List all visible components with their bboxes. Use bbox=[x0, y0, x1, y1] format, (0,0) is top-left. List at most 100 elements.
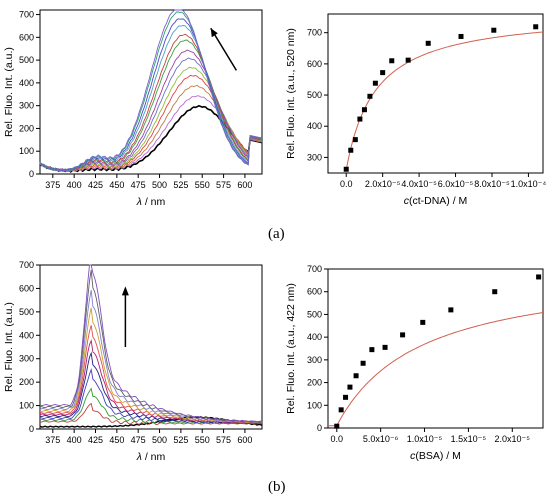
x-tick-label: 475 bbox=[131, 180, 146, 190]
x-tick-label: 600 bbox=[237, 180, 252, 190]
spectrum-line bbox=[39, 49, 263, 172]
data-point bbox=[492, 289, 498, 295]
data-point bbox=[458, 33, 464, 39]
x-tick-label: 475 bbox=[131, 435, 146, 445]
y-tick-label: 400 bbox=[19, 78, 34, 88]
data-point bbox=[420, 319, 426, 325]
x-axis-label: c(BSA) / M bbox=[410, 450, 461, 462]
data-point bbox=[361, 107, 367, 113]
data-point bbox=[360, 360, 366, 366]
data-point bbox=[372, 80, 378, 86]
data-point bbox=[352, 137, 358, 143]
y-tick-label: 100 bbox=[19, 146, 34, 156]
y-tick-label: 700 bbox=[307, 264, 322, 274]
y-tick-label: 600 bbox=[307, 59, 322, 69]
x-tick-label: 1.5x10⁻⁵ bbox=[451, 434, 487, 444]
data-point bbox=[536, 274, 542, 280]
chart-a-spectra: 375 400 425 450 475 500 525 550 575 600 0 100 200 300… bbox=[3, 9, 263, 208]
spectrum-line bbox=[39, 104, 263, 173]
fit-curve bbox=[328, 312, 544, 427]
x-tick-label: 575 bbox=[216, 180, 231, 190]
x-tick-label: 525 bbox=[173, 435, 188, 445]
y-tick-label: 300 bbox=[307, 355, 322, 365]
y-axis-label: Rel. Fluo. Int. (a.u.) bbox=[3, 302, 15, 392]
panel-label-a: (a) bbox=[268, 226, 285, 242]
plot-frame bbox=[327, 13, 544, 174]
x-tick-label: 1.0x10⁻⁴ bbox=[511, 179, 547, 189]
x-axis-label: λ / nm bbox=[136, 196, 166, 208]
y-tick-label: 600 bbox=[19, 32, 34, 42]
x-tick-label: 5.0x10⁻⁶ bbox=[363, 434, 399, 444]
data-point bbox=[491, 27, 497, 33]
y-tick-label: 500 bbox=[307, 90, 322, 100]
x-tick-label: 1.0x10⁻⁵ bbox=[407, 434, 443, 444]
x-tick-label: 6.0x10⁻⁵ bbox=[438, 179, 474, 189]
data-point bbox=[353, 373, 359, 379]
trend-arrow bbox=[210, 27, 238, 71]
spectrum-line bbox=[39, 264, 263, 423]
data-point bbox=[348, 147, 354, 153]
y-tick-label: 200 bbox=[19, 123, 34, 133]
x-tick-label: 8.0x10⁻⁵ bbox=[474, 179, 510, 189]
x-tick-label: 450 bbox=[109, 435, 124, 445]
spectrum-line bbox=[39, 39, 263, 172]
y-tick-label: 0 bbox=[29, 424, 34, 434]
y-tick-label: 600 bbox=[307, 287, 322, 297]
plot-frame bbox=[39, 264, 263, 430]
data-point bbox=[448, 307, 454, 313]
x-tick-label: 500 bbox=[152, 180, 167, 190]
data-point bbox=[389, 58, 395, 64]
y-tick-label: 700 bbox=[307, 28, 322, 38]
x-tick-label: 375 bbox=[45, 435, 60, 445]
trend-arrow-head bbox=[210, 28, 218, 38]
x-tick-label: 550 bbox=[195, 435, 210, 445]
spectrum-line bbox=[39, 24, 263, 172]
y-tick-label: 300 bbox=[19, 101, 34, 111]
data-point bbox=[343, 394, 349, 400]
y-tick-label: 300 bbox=[19, 354, 34, 364]
data-point bbox=[369, 347, 375, 353]
y-axis-label: Rel. Fluo. Int. (a.u., 422 nm) bbox=[285, 283, 297, 414]
data-point bbox=[425, 40, 431, 46]
y-tick-label: 400 bbox=[307, 332, 322, 342]
spectrum-line bbox=[39, 368, 263, 425]
y-tick-label: 200 bbox=[307, 378, 322, 388]
x-tick-label: 575 bbox=[216, 435, 231, 445]
plot-frame bbox=[327, 268, 544, 429]
x-tick-label: 400 bbox=[67, 180, 82, 190]
x-tick-label: 450 bbox=[109, 180, 124, 190]
y-tick-label: 100 bbox=[19, 401, 34, 411]
data-point bbox=[334, 423, 340, 429]
fit-curve bbox=[345, 31, 544, 170]
data-point bbox=[382, 344, 388, 350]
y-tick-label: 700 bbox=[19, 10, 34, 20]
y-tick-label: 300 bbox=[307, 152, 322, 162]
y-tick-label: 100 bbox=[307, 400, 322, 410]
data-point bbox=[343, 166, 349, 172]
data-point bbox=[357, 116, 363, 122]
spectrum-line bbox=[39, 33, 263, 172]
data-point bbox=[400, 332, 406, 338]
x-tick-label: 425 bbox=[88, 180, 103, 190]
data-point bbox=[338, 407, 344, 413]
x-tick-label: 425 bbox=[88, 435, 103, 445]
trend-arrow-head bbox=[121, 286, 129, 296]
y-tick-label: 200 bbox=[19, 377, 34, 387]
x-tick-label: 550 bbox=[195, 180, 210, 190]
chart-a-titration: 0.0 2.0x10⁻⁵ 4.0x10⁻⁵ 6.0x10⁻⁵ 8.0x10⁻⁵ 1.0x1… bbox=[285, 13, 547, 207]
x-tick-label: 0.0 bbox=[331, 434, 344, 444]
y-tick-label: 500 bbox=[307, 309, 322, 319]
data-point bbox=[380, 70, 386, 76]
y-axis-label: Rel. Fluo. Int. (a.u.) bbox=[3, 47, 15, 137]
y-tick-label: 0 bbox=[317, 423, 322, 433]
x-tick-label: 0.0 bbox=[340, 179, 353, 189]
spectrum-line bbox=[39, 18, 263, 172]
spectrum-line bbox=[39, 57, 263, 172]
x-tick-label: 2.0x10⁻⁵ bbox=[365, 179, 401, 189]
spectrum-line bbox=[39, 9, 263, 172]
x-tick-label: 4.0x10⁻⁵ bbox=[401, 179, 437, 189]
x-axis-label: λ / nm bbox=[136, 451, 166, 463]
spectrum-line bbox=[40, 351, 263, 424]
spectrum-line bbox=[39, 339, 263, 424]
y-axis-label: Rel. Fluo. Int. (a.u., 520 nm) bbox=[285, 28, 297, 159]
